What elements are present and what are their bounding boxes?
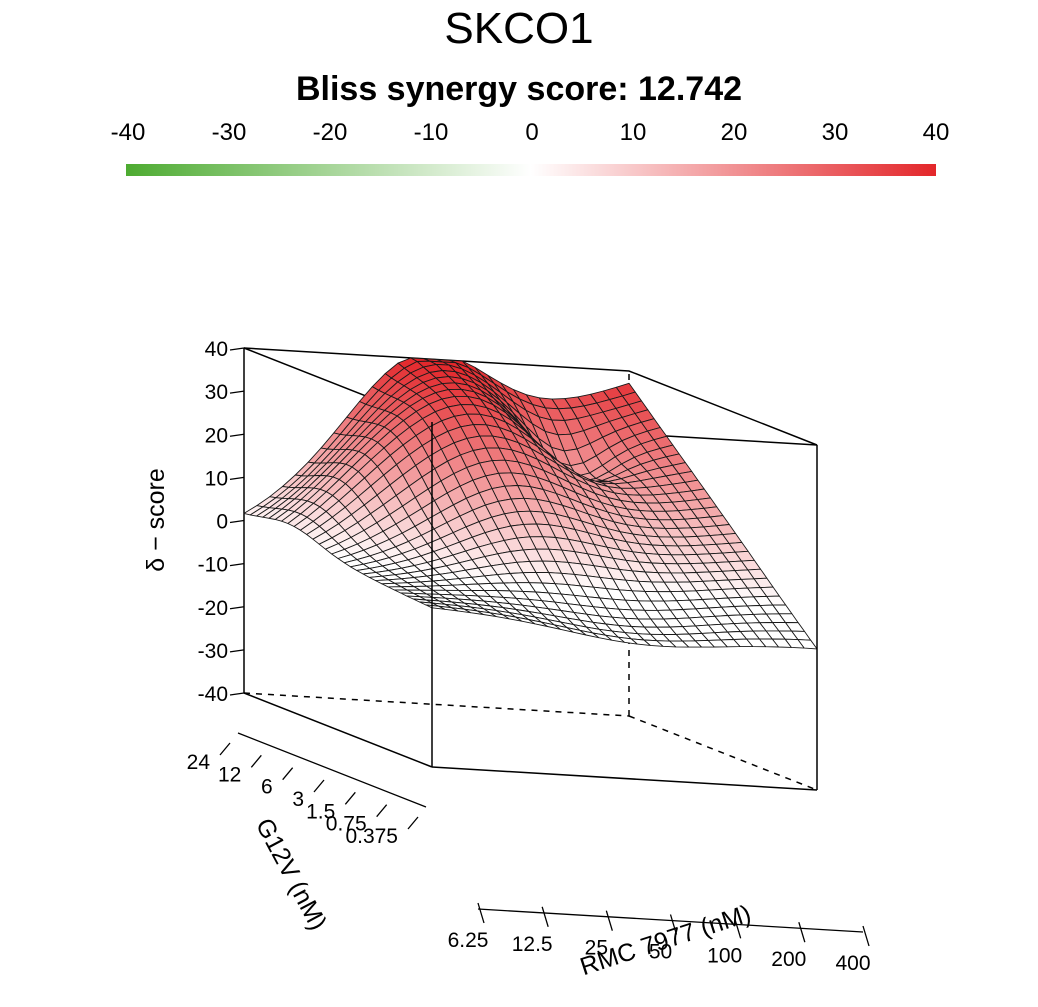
- y-tick-label: 0.375: [345, 825, 398, 848]
- y-axis-line: [237, 732, 427, 808]
- z-tick-label: 30: [205, 381, 228, 404]
- y-tick: [313, 779, 325, 793]
- colorbar-gradient: [126, 164, 936, 176]
- z-tick-label: -10: [198, 554, 228, 577]
- z-tick-label: -20: [198, 597, 228, 620]
- y-tick: [376, 804, 388, 818]
- x-axis-line: [477, 908, 864, 933]
- box-top-edge: [243, 347, 818, 446]
- x-tick-label: 50: [649, 941, 672, 964]
- z-tick-label: 0: [216, 511, 228, 534]
- y-tick: [407, 816, 419, 830]
- z-axis-label: δ − score: [142, 468, 170, 572]
- hidden-edge: [628, 715, 818, 791]
- z-tick-label: -30: [198, 640, 228, 663]
- z-tick-label: -40: [198, 683, 228, 706]
- x-tick: [605, 910, 613, 931]
- z-tick: [229, 433, 245, 437]
- surface-cell: [425, 604, 446, 610]
- colorbar-tick-label: 40: [923, 119, 950, 146]
- chart-title: SKCO1: [444, 4, 594, 53]
- x-tick: [734, 918, 742, 939]
- y-tick-label: 1.5: [306, 800, 335, 823]
- z-tick: [229, 562, 245, 567]
- y-tick-label: 6: [261, 776, 273, 799]
- x-tick-label: 400: [835, 952, 870, 975]
- colorbar-tick-label: -40: [111, 119, 146, 146]
- x-tick: [862, 925, 870, 947]
- colorbar-tick-label: -20: [313, 119, 348, 146]
- z-tick: [229, 649, 245, 653]
- z-tick-label: 20: [205, 424, 228, 447]
- y-tick-label: 12: [218, 763, 241, 786]
- z-tick-label: 10: [205, 467, 228, 490]
- x-tick-label: 6.25: [448, 929, 489, 952]
- x-tick: [798, 921, 806, 943]
- colorbar-tick-label: 30: [822, 119, 849, 146]
- colorbar-tick-label: 0: [525, 119, 538, 146]
- y-tick: [250, 754, 262, 768]
- z-tick-label: 40: [205, 338, 228, 361]
- y-tick-label: 3: [292, 788, 304, 811]
- y-tick: [219, 742, 231, 756]
- surface-mesh: [243, 357, 818, 650]
- z-tick: [229, 692, 245, 696]
- chart-subtitle: Bliss synergy score: 12.742: [295, 70, 743, 108]
- x-tick-label: 25: [585, 937, 608, 960]
- y-tick: [344, 791, 356, 805]
- x-tick: [477, 902, 485, 924]
- x-tick: [669, 914, 678, 935]
- x-tick-label: 12.5: [512, 933, 553, 956]
- x-tick-label: 100: [707, 944, 742, 967]
- y-tick: [282, 767, 294, 781]
- x-tick-label: 200: [771, 948, 806, 971]
- box-bottom-edge: [243, 692, 433, 768]
- colorbar: -40 -30 -20 -10 0 10 20 30 40: [111, 119, 950, 176]
- y-tick-label: 0.75: [326, 813, 367, 836]
- z-tick: [229, 390, 245, 394]
- z-tick: [229, 347, 245, 351]
- y-axis-label: G12V (nM): [250, 814, 332, 935]
- z-tick: [229, 519, 245, 524]
- z-tick: [229, 606, 245, 610]
- hidden-edge: [243, 692, 630, 717]
- colorbar-tick-label: 20: [721, 119, 748, 146]
- colorbar-tick-label: -30: [212, 119, 247, 146]
- colorbar-tick-label: 10: [620, 119, 647, 146]
- x-tick: [541, 906, 549, 928]
- y-tick-label: 24: [187, 751, 211, 774]
- box-bottom-edge: [431, 766, 818, 791]
- z-tick: [229, 476, 245, 481]
- colorbar-tick-label: -10: [414, 119, 449, 146]
- box-front-edges: [243, 422, 818, 791]
